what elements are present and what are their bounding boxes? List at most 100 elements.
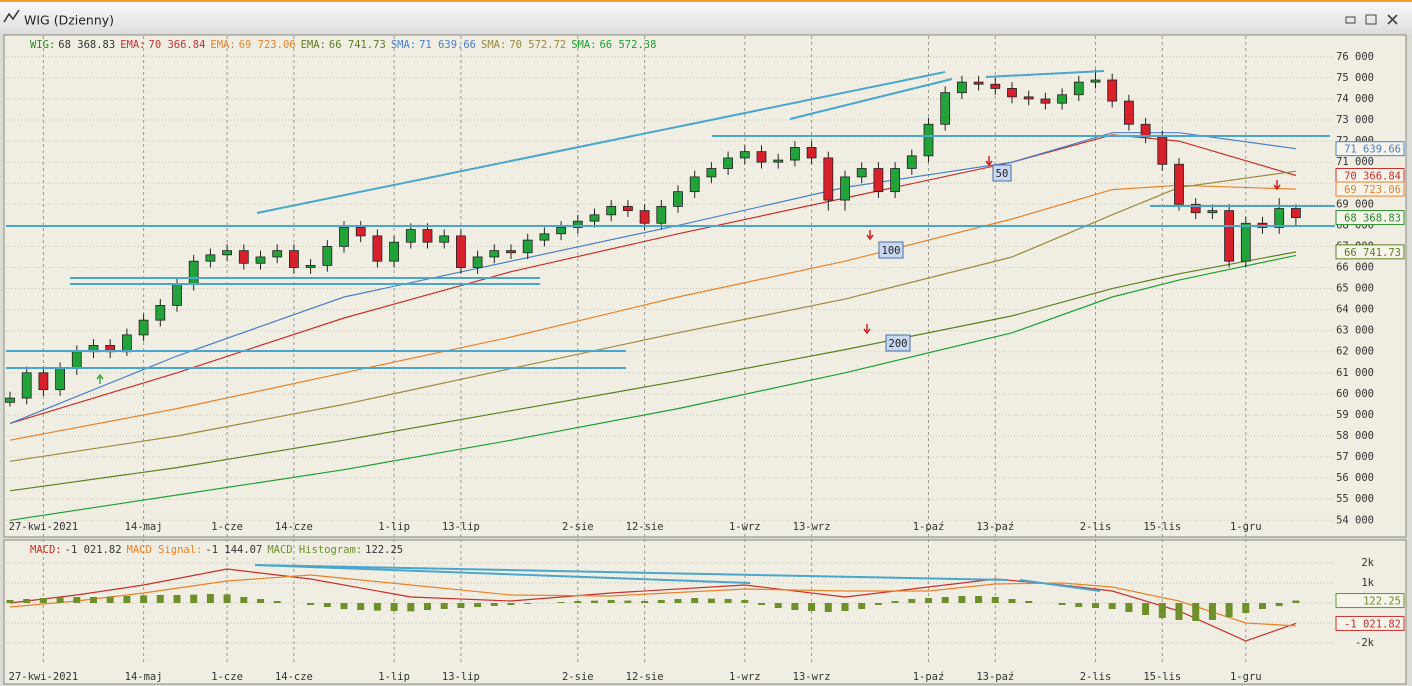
x-tick-label: 13-paź [976, 521, 1014, 533]
app-icon [3, 9, 20, 23]
candle-body [1240, 222, 1251, 262]
histogram-bar [791, 603, 799, 610]
candle-body [940, 92, 951, 125]
candle-body [873, 168, 884, 193]
histogram-bar [106, 596, 114, 603]
candle-body [589, 214, 600, 222]
moving-average [9, 170, 1296, 462]
macd-line [9, 568, 1297, 642]
histogram-bar [975, 596, 983, 603]
candle-body [5, 397, 15, 403]
candle-body [339, 227, 349, 247]
x-tick-label: 1-lip [378, 521, 410, 533]
title-accent [0, 0, 1412, 2]
histogram-bar [607, 600, 615, 603]
candle-body [172, 283, 182, 306]
histogram-bar [440, 603, 448, 609]
candle-body [790, 147, 800, 161]
histogram-bar [1275, 603, 1283, 606]
y-tick-label: 76 000 [1336, 51, 1374, 63]
histogram-bar [841, 603, 849, 611]
histogram-bar [1292, 600, 1300, 603]
trend-line [254, 564, 1009, 581]
x-tick-label: 2-sie [562, 671, 594, 683]
candle-body [673, 191, 683, 207]
x-tick-label: 1-gru [1230, 521, 1262, 533]
candle-body [1007, 88, 1017, 98]
candle-body [723, 157, 733, 169]
y-tick-label: 63 000 [1336, 325, 1374, 337]
value-box-label: 122.25 [1363, 596, 1401, 608]
histogram-bar [858, 603, 866, 609]
value-box [1335, 181, 1405, 197]
x-tick-label: 1-paź [913, 671, 945, 683]
y-tick-label: 64 000 [1336, 304, 1374, 316]
candle-body [856, 168, 867, 178]
annotation: 50 [996, 168, 1009, 180]
histogram-bar [808, 603, 816, 611]
annotation-box [878, 241, 904, 259]
histogram-bar [23, 599, 31, 603]
legend-value: 71 639.66 [419, 39, 477, 51]
candle-body [756, 151, 767, 163]
y-tick-label: 66 000 [1336, 261, 1374, 273]
histogram-bar [1125, 603, 1133, 612]
candle-body [1274, 208, 1285, 228]
histogram-bar [1242, 603, 1250, 613]
candle-body [506, 250, 516, 254]
candle-body [422, 229, 433, 243]
candle-body [973, 81, 984, 85]
restore-button[interactable] [1365, 14, 1377, 25]
candle-body [122, 334, 132, 353]
candle-body [188, 260, 199, 285]
close-button[interactable] [1387, 14, 1398, 25]
histogram-bar [657, 600, 665, 603]
trend-line [985, 70, 1105, 78]
histogram-bar [190, 594, 198, 603]
x-tick-label: 14-maj [125, 671, 163, 683]
histogram-bar [758, 603, 765, 605]
y-tick-label: 61 000 [1336, 367, 1374, 379]
y-tick-label: 54 000 [1336, 514, 1374, 526]
candle-body [71, 351, 82, 369]
histogram-bar [223, 594, 231, 603]
histogram-bar [307, 603, 315, 605]
histogram-bar [257, 599, 264, 603]
candle-body [439, 235, 450, 243]
minimize-button[interactable] [1345, 16, 1356, 24]
title-bar [0, 0, 1412, 33]
y-tick-label: 71 000 [1336, 156, 1374, 168]
value-box [1335, 141, 1405, 157]
histogram-bar [1225, 603, 1233, 617]
histogram-bar [407, 603, 415, 612]
y-tick-label: 74 000 [1336, 93, 1374, 105]
trend-line [789, 78, 953, 120]
price-plot: 54 000 55 000 56 000 57 000 58 000 59 000 60 0… [5, 36, 1374, 537]
legend-name: WIG [30, 39, 55, 51]
candle-body [1207, 210, 1218, 214]
histogram-bar [6, 600, 14, 603]
x-tick-label: 2-lis [1080, 671, 1112, 683]
legend-value: 70 572.72 [509, 39, 567, 51]
x-tick-label: 13-wrz [793, 671, 831, 683]
legend-name: MACD [30, 544, 62, 556]
histogram-bar [1192, 603, 1200, 621]
legend-name: SMA [571, 39, 596, 51]
histogram-bar [1208, 603, 1216, 620]
x-tick-label: 13-wrz [793, 521, 831, 533]
candle-body [238, 250, 249, 264]
candle-body [455, 235, 466, 268]
legend-name: MACD Signal [127, 544, 203, 556]
candle-body [472, 256, 483, 268]
candle-body [606, 206, 617, 216]
legend-value: -1 021.82 [64, 544, 122, 556]
candle-body [1023, 96, 1034, 100]
x-tick-label: 2-sie [562, 521, 594, 533]
annotation-box [885, 334, 911, 352]
candle-body [489, 250, 500, 258]
candle-body [906, 155, 917, 169]
value-box [1335, 615, 1405, 631]
